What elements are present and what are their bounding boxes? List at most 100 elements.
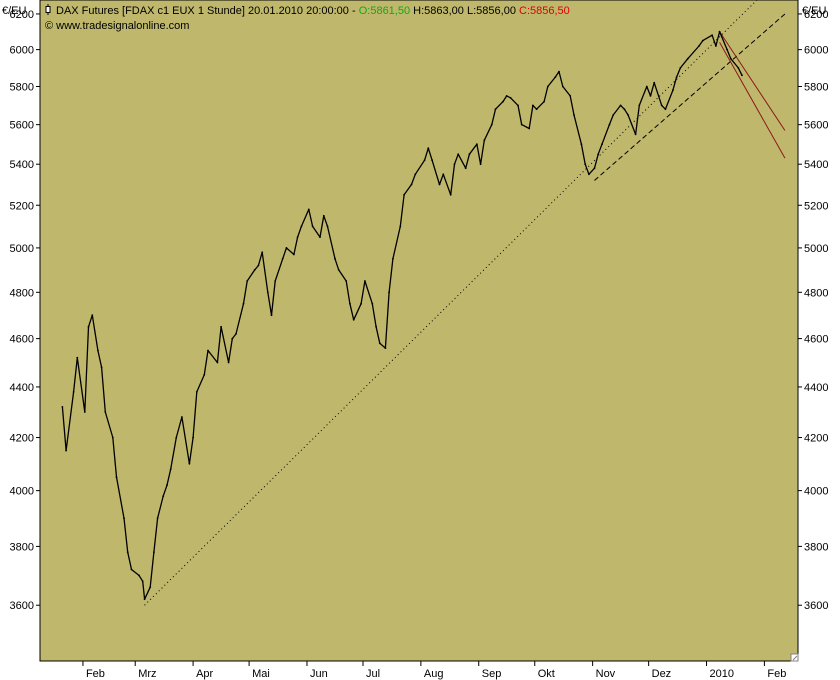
price-point (242, 302, 245, 305)
price-point (166, 484, 168, 487)
y-tick-label-left: 6000 (10, 45, 34, 57)
price-point (138, 574, 140, 577)
price-point (623, 108, 626, 111)
resize-grip-icon[interactable] (790, 653, 799, 662)
price-point (352, 318, 355, 321)
price-point (345, 280, 348, 282)
y-tick-label-left: 5400 (10, 159, 34, 171)
price-point (83, 411, 86, 413)
price-point (464, 167, 467, 170)
price-point (490, 123, 493, 126)
y-tick-label-left: 5200 (10, 200, 34, 212)
y-tick-label-left: 5600 (10, 120, 34, 132)
price-point (569, 95, 572, 97)
price-point (115, 476, 118, 478)
price-point (100, 366, 103, 369)
price-point (554, 76, 557, 78)
price-point (111, 436, 114, 439)
price-point (253, 269, 256, 271)
y-tick-label-left: 5800 (10, 81, 34, 93)
price-point (427, 147, 430, 150)
price-point (535, 108, 538, 111)
price-point (65, 449, 67, 452)
price-point (494, 108, 497, 111)
price-point (207, 349, 209, 352)
dashed-trendline[interactable] (594, 13, 786, 181)
price-point (711, 34, 713, 37)
x-tick-label: Mai (252, 668, 270, 680)
price-point (281, 257, 284, 260)
y-tick-label-left: 3600 (10, 600, 34, 612)
price-point (326, 225, 329, 228)
price-point (410, 183, 413, 186)
price-point (627, 114, 629, 116)
price-point (392, 257, 394, 260)
price-point (718, 30, 721, 33)
x-tick-label: Feb (86, 668, 105, 680)
channel-lower-line[interactable] (719, 42, 786, 159)
price-point (231, 337, 234, 340)
header-line: DAX Futures [FDAX c1 EUX 1 Stunde] 20.01… (56, 5, 570, 17)
price-point (457, 153, 460, 156)
y-tick-label-right: 5000 (804, 243, 828, 255)
y-tick-label-right: 3600 (804, 600, 828, 612)
price-point (216, 361, 219, 364)
price-point (334, 257, 336, 260)
price-point (227, 361, 230, 364)
price-point (612, 114, 615, 116)
price-point (104, 411, 107, 413)
header-datetime: 20.01.2010 20:00:00 (248, 5, 349, 17)
high-label: H: (413, 5, 424, 17)
header-separator: - (349, 5, 359, 17)
x-tick-label: Aug (424, 668, 444, 680)
price-point (660, 104, 663, 107)
price-point (479, 163, 482, 166)
price-point (619, 104, 622, 107)
y-axis-left: 3600 3800 4000 4200 4400 4600 4800 5000 5200 5400… (10, 9, 40, 612)
price-point (573, 114, 575, 116)
price-point (349, 302, 351, 305)
price-point (87, 325, 90, 328)
price-point (257, 264, 260, 267)
price-point (649, 95, 652, 97)
price-point (528, 127, 531, 130)
plot-area[interactable] (39, 0, 799, 662)
x-tick-label: Jun (310, 668, 328, 680)
price-point (414, 173, 417, 176)
price-point (360, 302, 362, 305)
price-point (375, 325, 377, 328)
channel-upper-line[interactable] (719, 31, 786, 131)
price-point (188, 462, 191, 465)
price-point (195, 391, 198, 393)
price-point (126, 551, 129, 553)
price-point (311, 225, 314, 228)
copyright-text: © www.tradesignalonline.com (45, 20, 189, 32)
y-tick-label-left: 4200 (10, 433, 34, 445)
price-point (468, 153, 471, 156)
price-point (438, 183, 441, 186)
price-point (597, 153, 600, 156)
y-tick-label-right: 4800 (804, 287, 828, 299)
price-point (679, 67, 682, 69)
x-tick-label: Sep (482, 668, 502, 680)
price-point (149, 586, 152, 589)
price-point (715, 45, 717, 47)
price-point (72, 391, 75, 393)
price-point (653, 81, 656, 84)
chart-header: DAX Futures [FDAX c1 EUX 1 Stunde] 20.01… (45, 4, 570, 32)
y-tick-label-left: 4600 (10, 334, 34, 346)
price-point (634, 133, 637, 136)
price-point (203, 373, 206, 376)
price-point (476, 143, 478, 146)
close-value: 5856,50 (530, 5, 570, 17)
price-point (399, 225, 402, 228)
y-tick-label-left: 5000 (10, 243, 34, 255)
x-tick-label: Nov (596, 668, 616, 680)
price-point (337, 269, 340, 271)
price-point (296, 236, 299, 239)
price-point (364, 280, 366, 282)
price-point (384, 347, 387, 349)
price-point (483, 139, 486, 142)
price-point (322, 214, 325, 217)
